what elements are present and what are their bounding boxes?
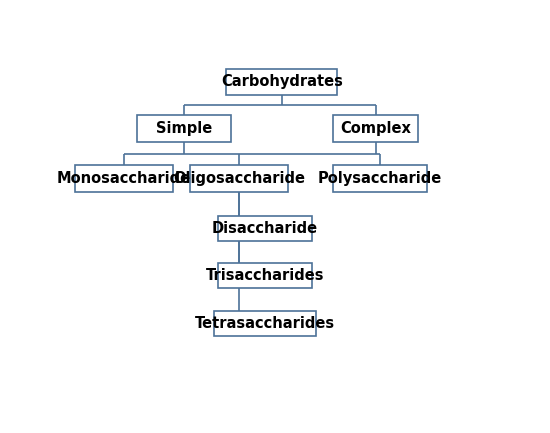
FancyBboxPatch shape [75,165,173,192]
FancyBboxPatch shape [190,165,288,192]
Text: Polysaccharide: Polysaccharide [318,171,442,186]
Text: Trisaccharides: Trisaccharides [206,268,324,283]
Text: Tetrasaccharides: Tetrasaccharides [195,316,335,331]
FancyBboxPatch shape [218,263,312,288]
FancyBboxPatch shape [218,216,312,241]
Text: Disaccharide: Disaccharide [212,221,318,236]
FancyBboxPatch shape [333,165,427,192]
Text: Monosaccharide: Monosaccharide [57,171,191,186]
FancyBboxPatch shape [213,311,316,336]
FancyBboxPatch shape [333,115,419,142]
Text: Oligosaccharide: Oligosaccharide [173,171,305,186]
Text: Carbohydrates: Carbohydrates [221,74,343,90]
FancyBboxPatch shape [227,68,337,95]
Text: Complex: Complex [340,121,411,136]
Text: Simple: Simple [156,121,212,136]
FancyBboxPatch shape [137,115,231,142]
